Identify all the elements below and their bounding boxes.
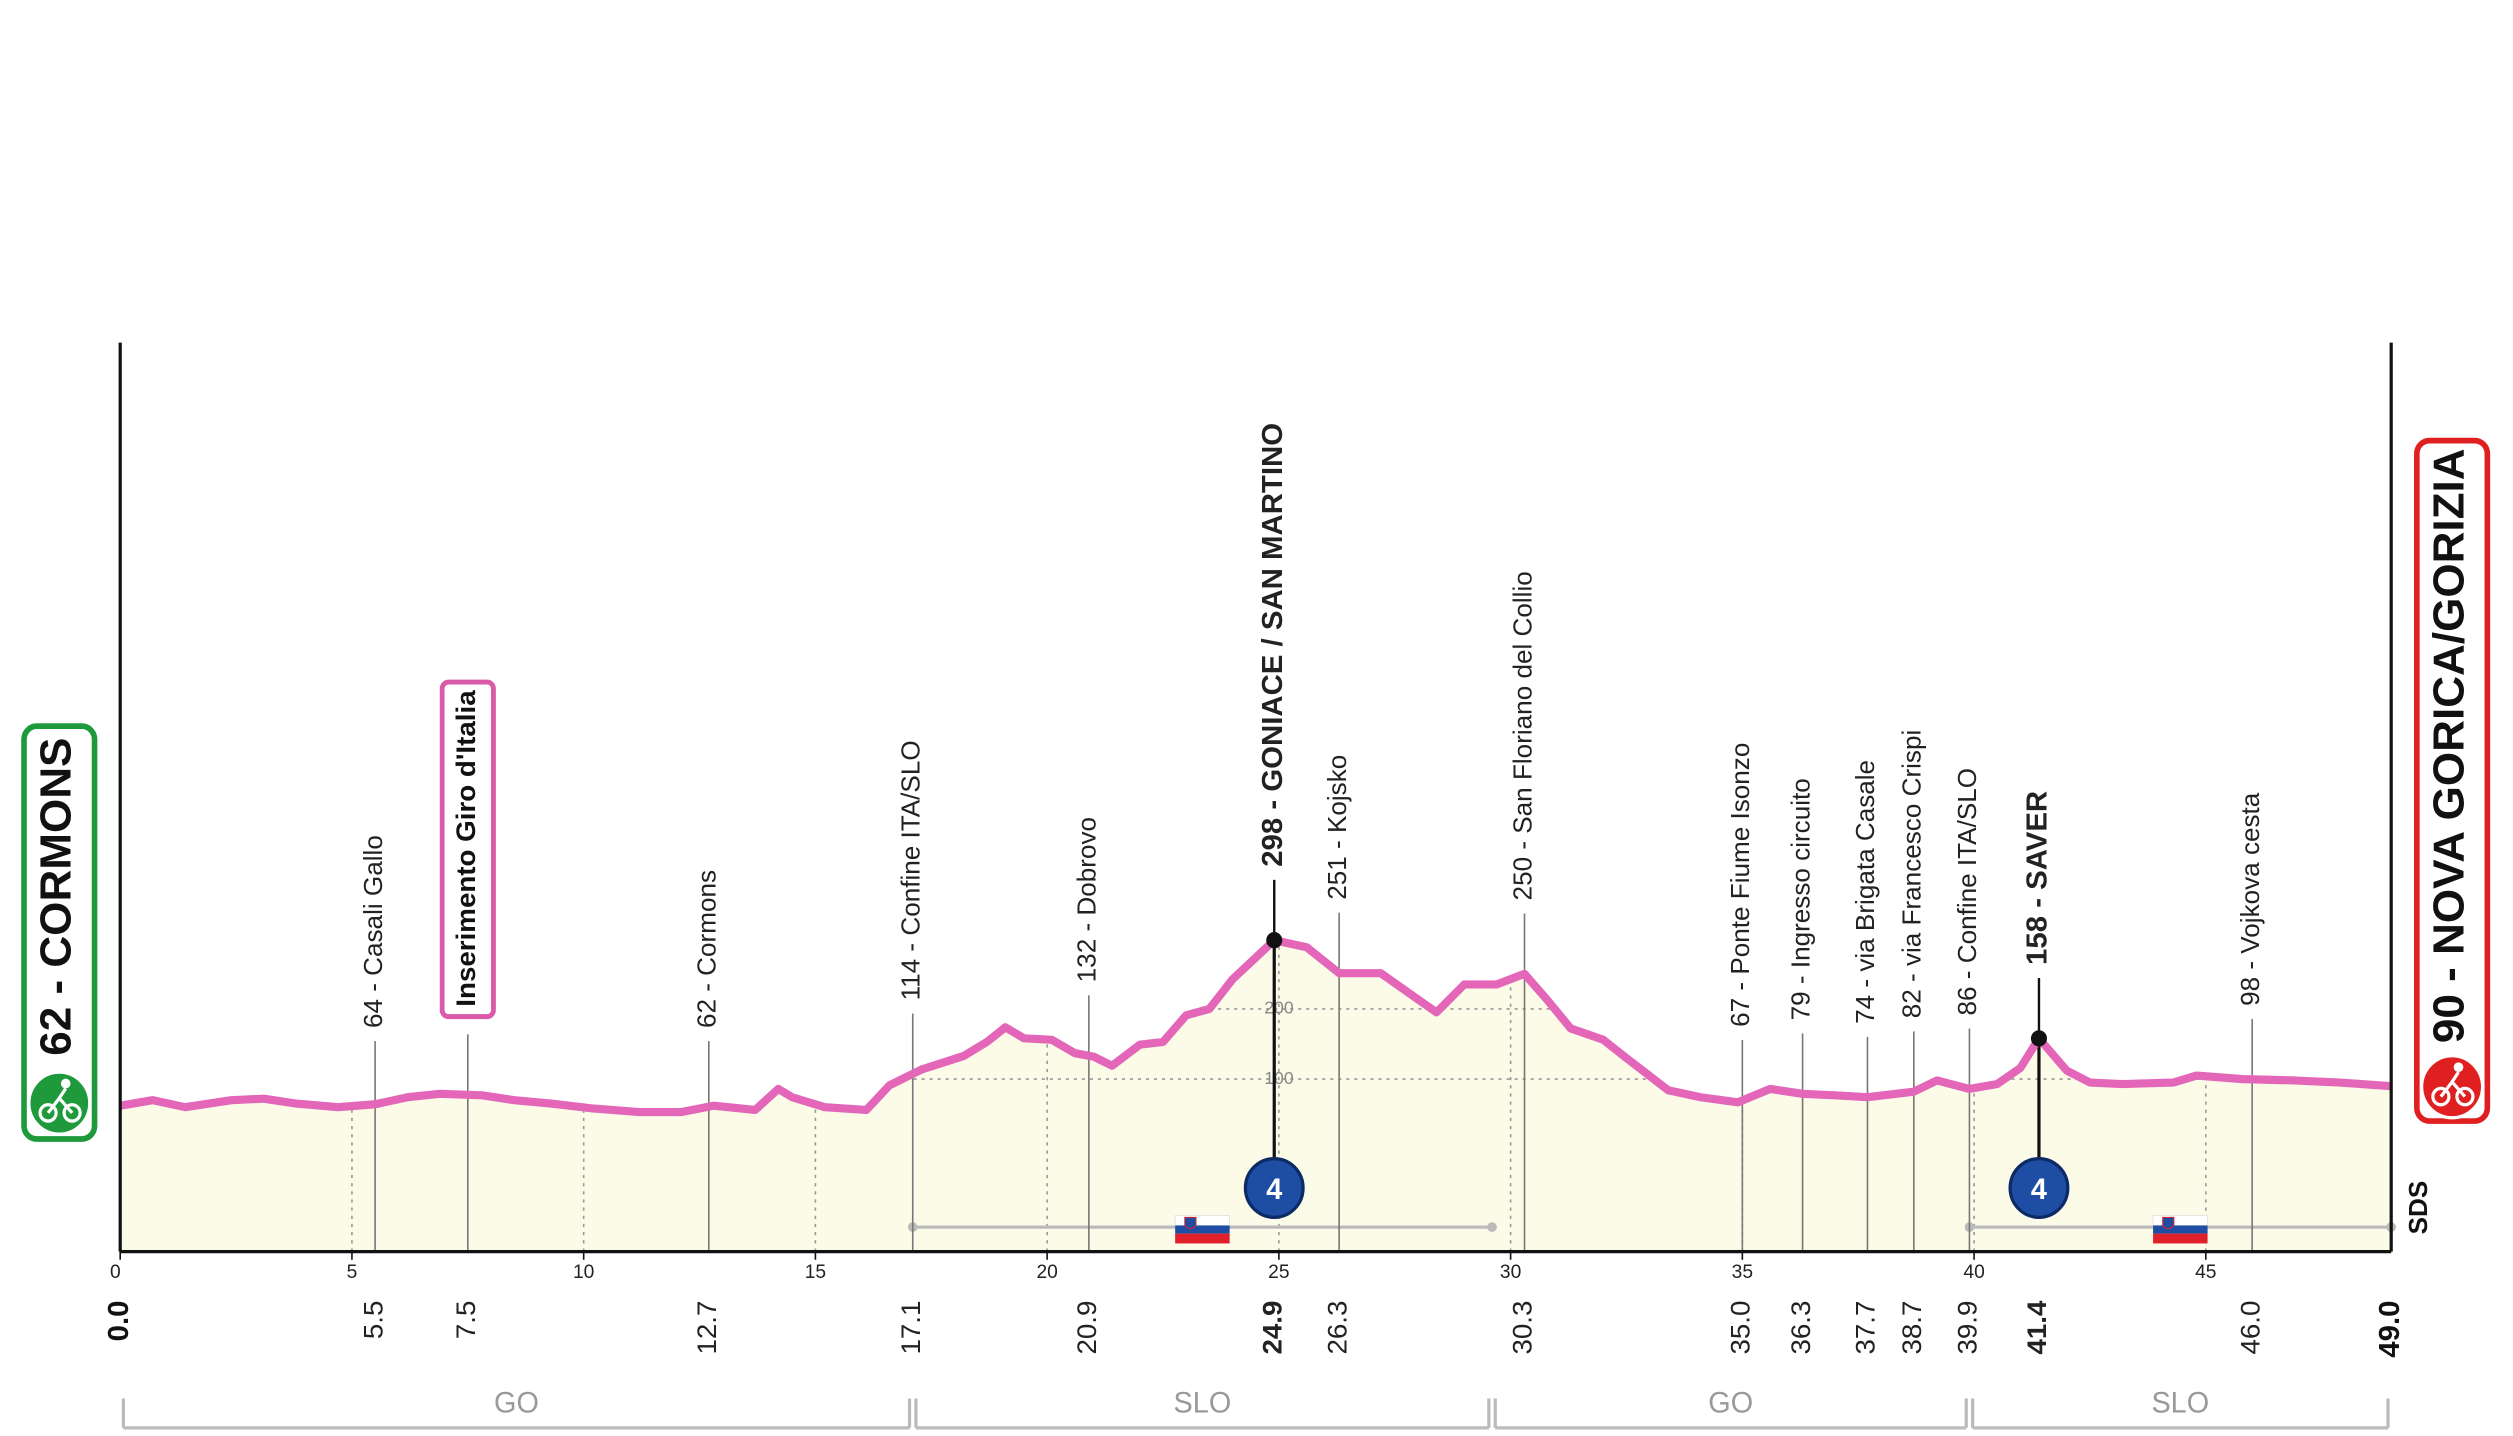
start-rider [46, 1087, 74, 1114]
start-wheel [38, 1103, 58, 1123]
y-tick-label: 200 [1264, 998, 1294, 1018]
waypoint-km: 24.9 [1257, 1301, 1288, 1355]
waypoint-km: 20.9 [1071, 1301, 1102, 1355]
waypoint-km: 7.5 [450, 1301, 481, 1340]
waypoint-km: 41.4 [2021, 1300, 2052, 1355]
waypoint-label: 79 - Ingresso circuito [1788, 778, 1816, 1020]
summit-dot [1266, 932, 1283, 949]
x-tick-label: 0 [110, 1261, 121, 1283]
waypoint-label: 250 - San Floriano del Collio [1509, 571, 1537, 900]
waypoint-km: 17.1 [895, 1301, 926, 1355]
waypoint-label: 251 - Kojsko [1324, 755, 1352, 900]
start-box [21, 723, 98, 1142]
flag-white [2152, 1215, 2208, 1226]
y-tick-label: 100 [1264, 1068, 1294, 1088]
waypoint-label: 158 - SAVER [2022, 791, 2054, 965]
flag-shield [2162, 1216, 2175, 1230]
flag-red [2153, 1233, 2208, 1244]
finish-icon [2420, 1054, 2485, 1120]
profile-area [120, 940, 2392, 1252]
climb-category: 4 [2031, 1174, 2048, 1206]
region-label: GO [1708, 1388, 1753, 1420]
waypoint-label: Inserimento Giro d'Italia [450, 690, 481, 1007]
waypoint-km: 37.7 [1850, 1301, 1881, 1355]
waypoint-km: 39.9 [1952, 1301, 1983, 1355]
waypoint-km: 46.0 [2235, 1301, 2266, 1355]
finish-wheel [2455, 1086, 2475, 1107]
waypoint-label: 64 - Casali Gallo [360, 835, 388, 1028]
waypoint-label: 62 - Cormons [694, 870, 722, 1028]
region-label: SLO [2151, 1388, 2209, 1420]
finish-label: 90 - NOVA GORICA/GORIZIA [2425, 448, 2474, 1043]
start-label: 62 - CORMONS [32, 738, 81, 1056]
waypoint-km: 5.5 [358, 1301, 389, 1340]
x-tick-label: 20 [1036, 1261, 1058, 1283]
waypoint-km: 30.3 [1507, 1301, 1538, 1355]
profile-line [119, 936, 2392, 1117]
climb-category: 4 [1266, 1174, 1283, 1206]
waypoint-km: 26.3 [1322, 1301, 1353, 1355]
x-tick-label: 30 [1500, 1261, 1522, 1283]
start-icon [27, 1070, 92, 1136]
flag-blue [2153, 1225, 2208, 1234]
border-dot [1487, 1222, 1497, 1233]
flag-blue [1175, 1225, 1230, 1234]
region-label: GO [494, 1388, 539, 1420]
logo: SDS [2405, 1181, 2433, 1235]
x-tick-label: 10 [573, 1261, 595, 1283]
start-wheel [62, 1103, 82, 1123]
waypoint-km: 36.3 [1785, 1301, 1816, 1355]
start-km: 0.0 [103, 1301, 135, 1342]
waypoint-km: 35.0 [1725, 1301, 1756, 1355]
x-tick-label: 45 [2195, 1261, 2216, 1283]
waypoint-km: 38.7 [1896, 1301, 1927, 1355]
x-tick-label: 35 [1732, 1261, 1753, 1283]
x-tick-label: 15 [805, 1261, 826, 1283]
x-tick-label: 40 [1963, 1261, 1985, 1283]
waypoint-label: 132 - Dobrovo [1074, 817, 1102, 982]
climb-marker [2008, 1156, 2070, 1219]
x-tick-label: 25 [1268, 1261, 1289, 1283]
flag-white [1174, 1215, 1231, 1226]
waypoint-label: 98 - Vojkova cesta [2237, 792, 2265, 1006]
finish-head [2453, 1062, 2464, 1073]
summit-dot [2030, 1030, 2047, 1047]
flag-shield [1184, 1216, 1197, 1230]
start-head [60, 1078, 71, 1089]
finish-km: 49.0 [2374, 1301, 2406, 1358]
waypoint-label: 67 - Ponte Fiume Isonzo [1727, 743, 1755, 1027]
x-tick-label: 5 [347, 1261, 358, 1283]
region-label: SLO [1174, 1388, 1232, 1420]
waypoint-label: 86 - Confine ITA/SLO [1954, 768, 1982, 1016]
climb-marker [1243, 1156, 1305, 1219]
highlight-box [439, 679, 496, 1020]
finish-wheel [2431, 1086, 2451, 1107]
finish-box [2414, 437, 2491, 1124]
flag-red [1175, 1233, 1230, 1244]
waypoint-km: 12.7 [691, 1301, 722, 1355]
waypoint-label: 74 - via Brigata Casale [1852, 760, 1880, 1024]
waypoint-label: 114 - Confine ITA/SLO [898, 740, 926, 1000]
waypoint-label: 298 - GONIACE / SAN MARTINO [1257, 423, 1289, 867]
finish-rider [2439, 1071, 2467, 1098]
waypoint-label: 82 - via Francesco Crispi [1899, 730, 1927, 1019]
